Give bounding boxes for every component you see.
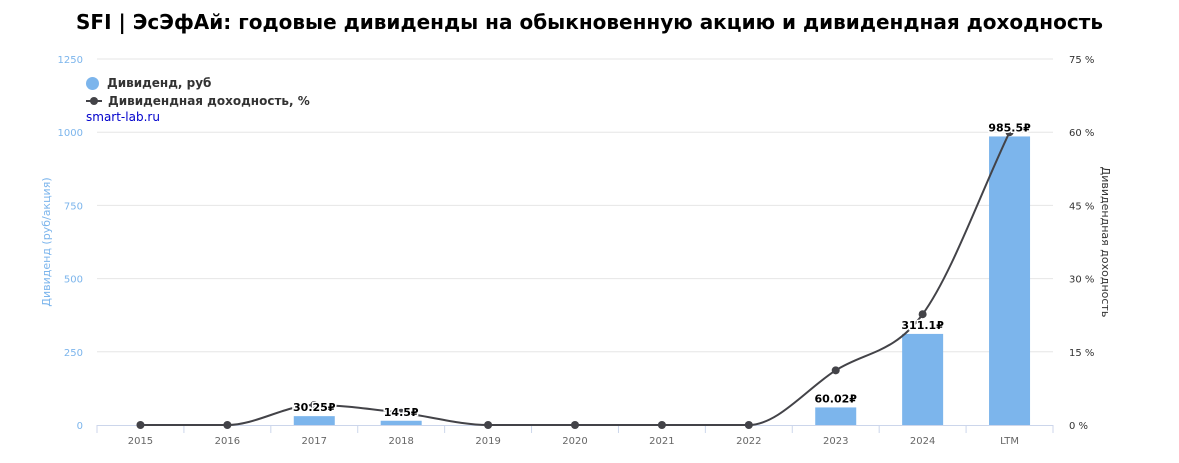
x-tick-label: 2021 <box>649 436 674 447</box>
y-right-axis-title: Дивидендная доходность <box>1099 167 1112 318</box>
x-tick-label: 2024 <box>910 436 935 447</box>
bar-data-label: 985.5₽ <box>988 121 1031 134</box>
legend-label-dividend: Дивиденд, руб <box>107 76 211 90</box>
legend-label-yield: Дивидендная доходность, % <box>108 94 310 108</box>
bar-data-label: 30.25₽ <box>293 401 336 414</box>
y-right-tick-label: 45 % <box>1069 201 1094 212</box>
bar-data-label: 14.5₽ <box>384 406 419 419</box>
bar <box>815 407 856 425</box>
x-tick-label: 2019 <box>475 436 500 447</box>
x-tick-label: 2023 <box>823 436 848 447</box>
bar-data-label: 311.1₽ <box>901 319 944 332</box>
yield-point <box>571 421 579 429</box>
x-tick-label: 2022 <box>736 436 761 447</box>
y-left-tick-label: 1250 <box>58 55 83 66</box>
yield-point <box>919 310 927 318</box>
y-left-tick-label: 0 <box>77 421 83 432</box>
y-right-tick-label: 0 % <box>1069 421 1088 432</box>
x-tick-label: 2015 <box>128 436 153 447</box>
legend-item-yield[interactable]: Дивидендная доходность, % <box>86 93 310 109</box>
x-tick-label: 2016 <box>215 436 240 447</box>
y-left-tick-label: 500 <box>64 275 83 286</box>
y-left-axis-title: Дивиденд (руб/акция) <box>40 177 53 306</box>
legend-bar-marker-icon <box>86 77 99 90</box>
x-tick-label: 2018 <box>388 436 413 447</box>
x-tick-label: 2017 <box>302 436 327 447</box>
yield-point <box>484 421 492 429</box>
legend-line-marker-icon <box>86 96 102 106</box>
y-right-tick-label: 30 % <box>1069 275 1094 286</box>
bar <box>381 421 422 425</box>
bar <box>989 136 1030 425</box>
y-right-tick-label: 75 % <box>1069 55 1094 66</box>
credits-link[interactable]: smart-lab.ru <box>86 110 160 124</box>
legend: Дивиденд, руб Дивидендная доходность, % <box>86 75 310 111</box>
y-right-tick-label: 15 % <box>1069 348 1094 359</box>
x-tick-label: LTM <box>1000 436 1019 447</box>
yield-point <box>745 421 753 429</box>
legend-item-dividend[interactable]: Дивиденд, руб <box>86 75 310 91</box>
yield-point <box>136 421 144 429</box>
yield-point <box>832 366 840 374</box>
y-left-tick-label: 250 <box>64 348 83 359</box>
y-left-tick-label: 750 <box>64 201 83 212</box>
bar <box>902 334 943 425</box>
bar-data-label: 60.02₽ <box>815 392 858 405</box>
yield-point <box>223 421 231 429</box>
y-left-tick-label: 1000 <box>58 128 83 139</box>
bar <box>294 416 335 425</box>
x-tick-label: 2020 <box>562 436 587 447</box>
y-right-tick-label: 60 % <box>1069 128 1094 139</box>
yield-point <box>658 421 666 429</box>
